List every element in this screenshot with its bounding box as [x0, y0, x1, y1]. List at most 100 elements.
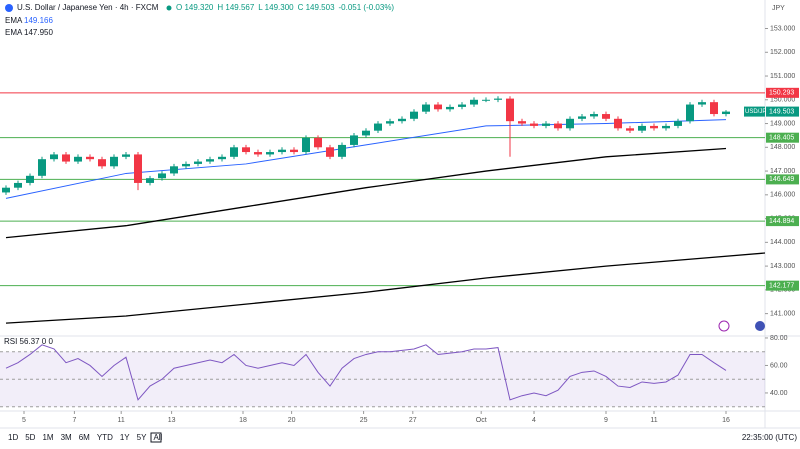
price-tag [766, 106, 799, 117]
rsi-label: RSI 56.37 0 0 [4, 337, 53, 346]
flag-icon[interactable] [755, 321, 765, 331]
x-tick-label: 11 [650, 417, 657, 424]
range-button[interactable]: 6M [79, 433, 90, 442]
x-tick-label: 13 [168, 417, 176, 424]
ohlc-value: L 149.300 [258, 3, 294, 12]
candle-body [14, 182, 22, 188]
candle-body [458, 104, 466, 107]
candle-body [590, 114, 598, 117]
x-tick-label: 11 [118, 417, 125, 424]
range-button[interactable]: 3M [61, 433, 72, 442]
y-tick-label: 151.000 [770, 73, 795, 80]
level-tag [766, 132, 799, 143]
candle-body [98, 159, 106, 167]
candle-body [38, 159, 46, 176]
candle-body [662, 125, 670, 129]
candle-body [350, 135, 358, 145]
candle-body [434, 104, 442, 110]
ohlc-values: O 149.320 H 149.567 L 149.300 C 149.503 -0.0… [176, 3, 394, 12]
candle-body [518, 121, 526, 124]
candle-body [578, 116, 586, 119]
range-button[interactable]: 1Y [120, 433, 130, 442]
candle-body [698, 102, 706, 105]
level-tag [766, 174, 799, 185]
candle-body [482, 99, 490, 101]
x-tick-label: 5 [22, 417, 26, 424]
event-icon[interactable] [718, 320, 730, 332]
range-button[interactable]: 1M [42, 433, 53, 442]
range-button[interactable]: 1D [8, 433, 18, 442]
level-label: 142.177 [769, 282, 794, 289]
candle-body [494, 98, 502, 100]
candle-body [422, 104, 430, 112]
candle-body [218, 156, 226, 160]
candle-body [386, 121, 394, 124]
ema-line [5, 147, 727, 239]
range-button[interactable]: YTD [97, 433, 113, 442]
candle-body [254, 152, 262, 155]
x-tick-label: 25 [360, 417, 368, 424]
candle-body [650, 125, 658, 129]
y-tick-label: 150.000 [770, 97, 795, 104]
candle-body [626, 128, 634, 131]
candle-body [686, 104, 694, 122]
rsi-tick-label: 80.00 [770, 335, 788, 342]
range-button[interactable]: 5D [25, 433, 35, 442]
x-tick-label: 16 [722, 417, 730, 424]
level-tag [766, 87, 799, 98]
candle-body [26, 175, 34, 183]
symbol-label: USD/JPY [745, 109, 770, 115]
candle-body [86, 156, 94, 160]
indicator-name: EMA [5, 28, 23, 37]
level-label: 150.293 [769, 90, 794, 97]
candle-body [326, 147, 334, 157]
x-tick-label: 20 [288, 417, 296, 424]
candle-body [194, 161, 202, 164]
indicator-name: EMA [5, 16, 23, 25]
x-tick-label: Oct [476, 417, 487, 424]
x-tick-label: 9 [604, 417, 608, 424]
candle-body [122, 154, 130, 157]
candle-body [554, 123, 562, 129]
calendar-icon[interactable] [150, 432, 162, 443]
candle-body [146, 178, 154, 183]
candle-body [710, 102, 718, 115]
ema-line [5, 252, 766, 324]
y-tick-label: 144.000 [770, 239, 795, 246]
chart-title: U.S. Dollar / Japanese Yen · 4h · FXCM [17, 3, 159, 12]
level-tag [766, 280, 799, 291]
y-tick-label: 141.000 [770, 310, 795, 317]
candle-body [314, 137, 322, 148]
candle-body [566, 118, 574, 129]
ohlc-value: -0.051 (-0.03%) [339, 3, 395, 12]
candle-body [470, 99, 478, 105]
status-dot [166, 5, 172, 11]
candle-body [362, 130, 370, 136]
candle-body [158, 173, 166, 179]
candle-body [170, 166, 178, 174]
y-tick-label: 148.000 [770, 144, 795, 151]
range-button[interactable]: 5Y [137, 433, 147, 442]
candle-body [290, 149, 298, 153]
range-button[interactable]: All [153, 433, 162, 442]
level-tag [766, 216, 799, 227]
candle-body [74, 156, 82, 162]
y-tick-label: 143.000 [770, 263, 795, 270]
y-tick-label: 147.000 [770, 168, 795, 175]
candle-body [602, 114, 610, 119]
rsi-tick-label: 40.00 [770, 390, 788, 397]
candle-body [338, 144, 346, 157]
x-tick-label: 18 [239, 417, 247, 424]
rsi-line [5, 344, 727, 401]
candle-body [398, 118, 406, 122]
candle-body [50, 154, 58, 160]
candle-body [674, 121, 682, 126]
candle-body [614, 118, 622, 129]
candle-body [530, 123, 538, 126]
ohlc-value: C 149.503 [298, 3, 335, 12]
candle-body [242, 147, 250, 153]
y-tick-label: 152.000 [770, 49, 795, 56]
x-tick-label: 4 [532, 417, 536, 424]
level-label: 144.894 [769, 218, 794, 225]
